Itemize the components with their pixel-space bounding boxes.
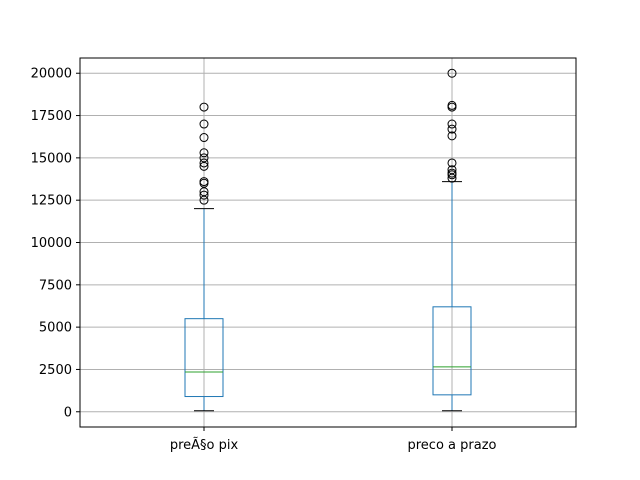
x-tick-label: preÃ§o pix <box>170 437 239 453</box>
outlier-point <box>447 158 457 168</box>
iqr-box <box>432 306 472 396</box>
x-tick-label: preco a prazo <box>408 438 497 453</box>
outlier-point <box>447 165 457 175</box>
boxes <box>184 68 472 412</box>
grid-lines <box>80 58 576 427</box>
outlier-point <box>447 68 457 78</box>
y-tick-label: 10000 <box>31 236 72 251</box>
box-group <box>432 68 472 412</box>
y-tick-label: 12500 <box>31 194 72 209</box>
outlier-point <box>199 148 209 158</box>
outlier-point <box>447 168 457 178</box>
outlier-point <box>447 100 457 110</box>
outlier-point <box>199 119 209 129</box>
box-group <box>184 102 224 412</box>
y-tick-label: 7500 <box>39 278 72 293</box>
y-tick-label: 17500 <box>31 109 72 124</box>
outlier-point <box>199 158 209 168</box>
iqr-box <box>184 318 224 398</box>
outlier-point <box>447 119 457 129</box>
y-tick-label: 0 <box>64 405 72 420</box>
outlier-point <box>447 131 457 141</box>
y-tick-label: 5000 <box>39 321 72 336</box>
outlier-point <box>199 102 209 112</box>
outlier-point <box>199 177 209 187</box>
y-tick-label: 20000 <box>31 67 72 82</box>
outlier-point <box>199 153 209 163</box>
outlier-point <box>199 190 209 200</box>
y-tick-label: 2500 <box>39 363 72 378</box>
y-tick-label: 15000 <box>31 151 72 166</box>
outlier-point <box>447 124 457 134</box>
outlier-point <box>199 133 209 143</box>
axes: 0 2500 5000 7500 10000 12500 15000 17500 20000 pr… <box>31 67 497 453</box>
